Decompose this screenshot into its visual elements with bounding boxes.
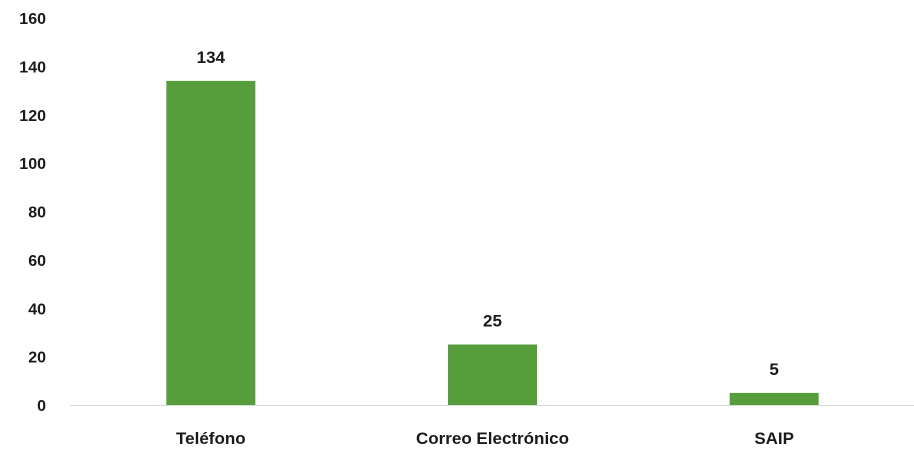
- x-tick-label: Correo Electrónico: [416, 429, 569, 448]
- y-axis-tick-labels: 0 20 40 60 80 100 120 140 160: [19, 11, 46, 415]
- bar: [166, 80, 256, 405]
- x-tick-label: Teléfono: [176, 429, 246, 448]
- data-label: 134: [197, 48, 226, 67]
- y-tick-label: 160: [19, 11, 46, 28]
- x-tick-label: SAIP: [754, 429, 794, 448]
- data-labels-group: 134 25 5: [197, 48, 779, 379]
- bar: [729, 392, 819, 405]
- y-tick-label: 0: [37, 398, 46, 415]
- y-tick-label: 140: [19, 59, 46, 76]
- y-tick-label: 100: [19, 156, 46, 173]
- bars-group: [166, 80, 819, 405]
- y-tick-label: 80: [28, 205, 46, 222]
- y-tick-label: 60: [28, 253, 46, 270]
- bar: [448, 344, 537, 405]
- data-label: 5: [769, 360, 778, 379]
- y-tick-label: 120: [19, 108, 46, 125]
- data-label: 25: [483, 312, 502, 331]
- x-axis-tick-labels: Teléfono Correo Electrónico SAIP: [176, 429, 794, 448]
- y-tick-label: 40: [28, 301, 46, 318]
- y-tick-label: 20: [28, 350, 46, 367]
